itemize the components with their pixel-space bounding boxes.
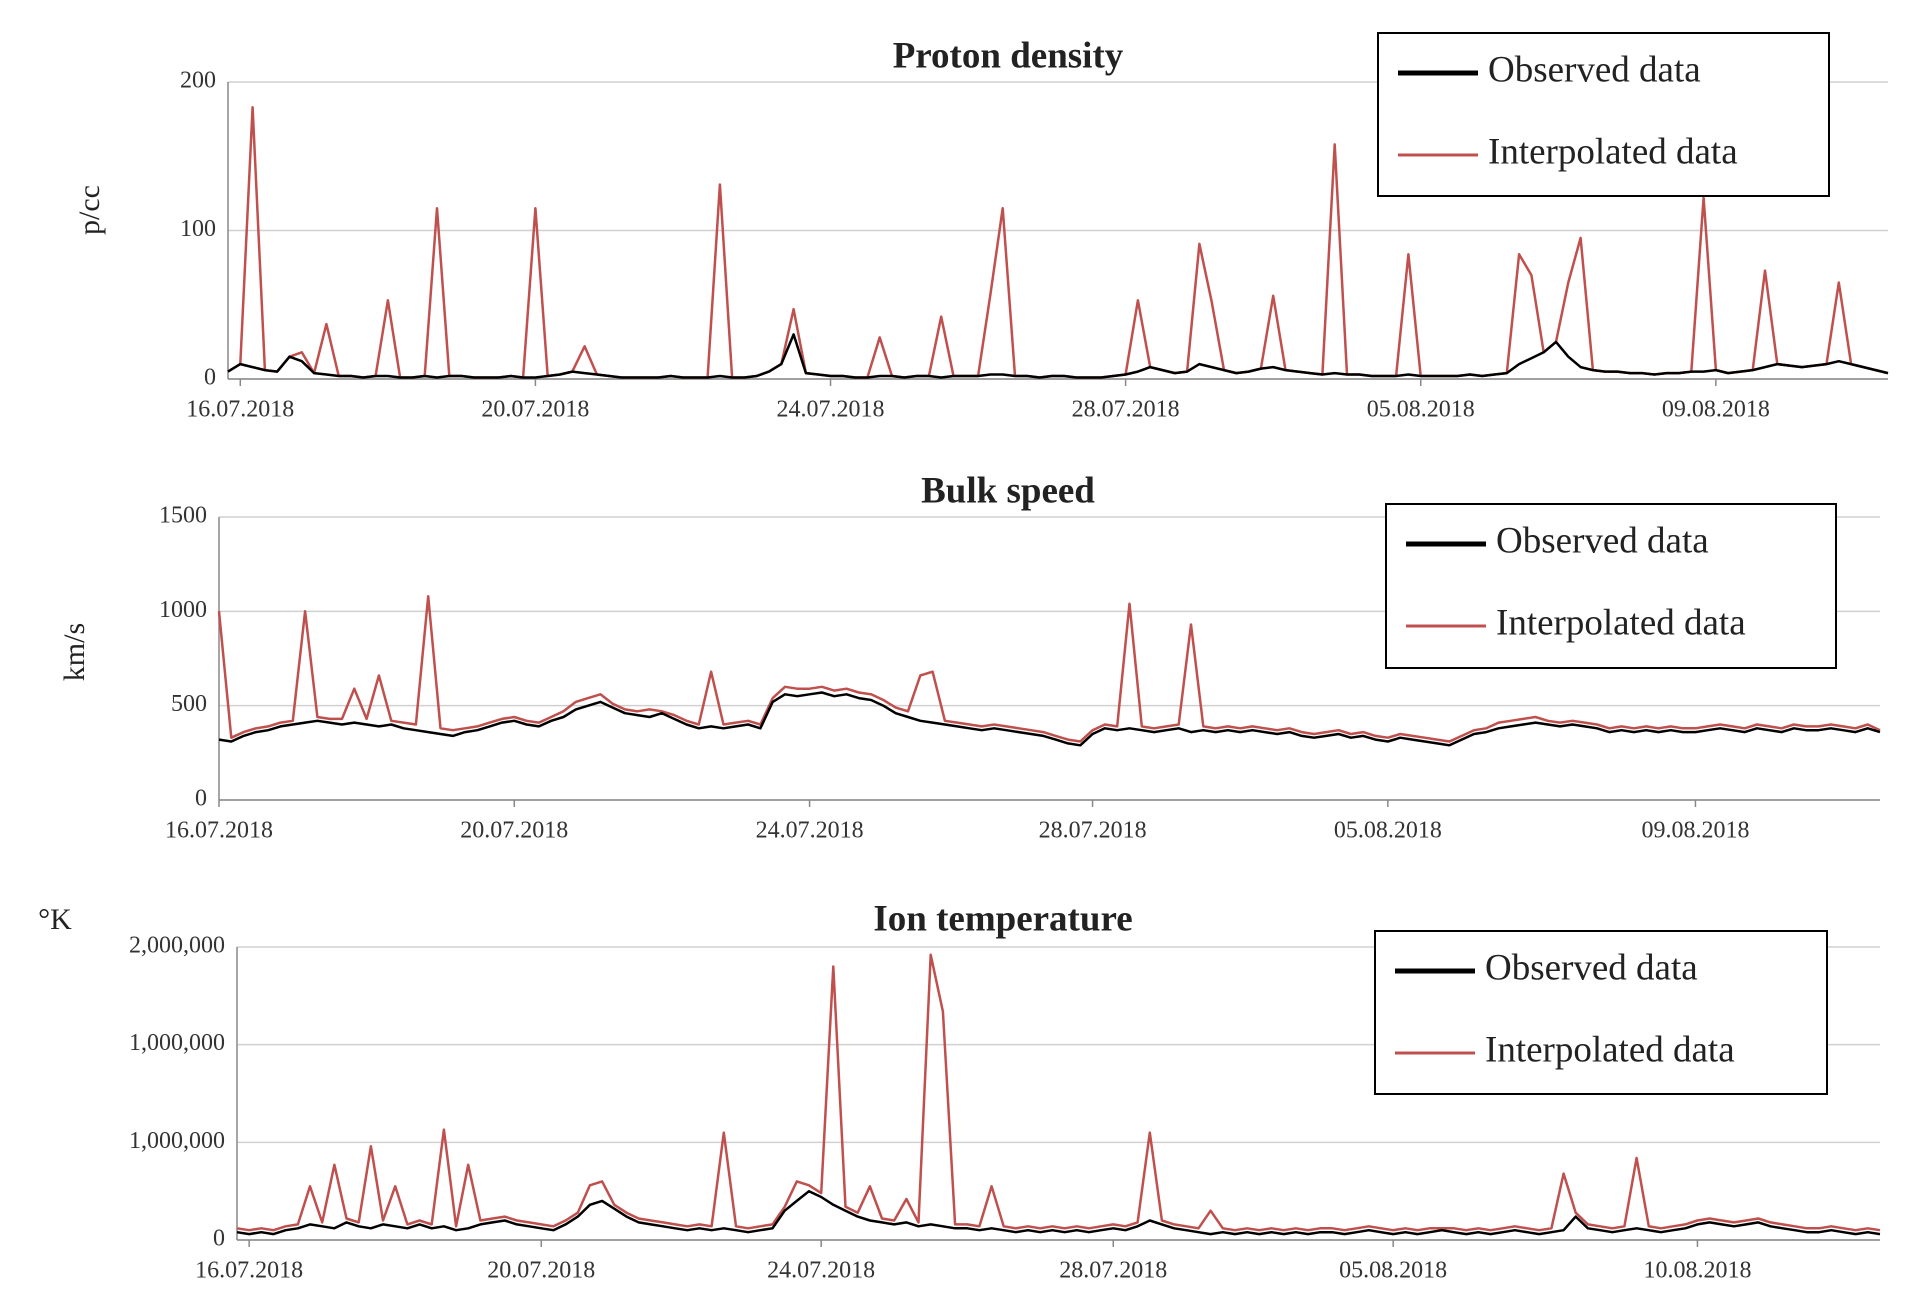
- y-tick-label: 1500: [159, 503, 207, 529]
- x-tick-label: 20.07.2018: [481, 397, 589, 423]
- y-tick-label: 1,000,000: [129, 1128, 225, 1154]
- x-tick-label: 16.07.2018: [195, 1258, 303, 1284]
- x-tick-label: 09.08.2018: [1641, 818, 1749, 844]
- data-line: [236, 953, 1881, 1232]
- x-tick-label: 09.08.2018: [1662, 397, 1770, 423]
- x-tick-label: 24.07.2018: [777, 397, 885, 423]
- legend-label: Interpolated data: [1488, 131, 1738, 172]
- y-tick-label: 0: [204, 365, 216, 391]
- data-line: [227, 333, 1889, 379]
- y-tick-label: 1,000,000: [129, 1030, 225, 1056]
- x-tick-label: 20.07.2018: [487, 1258, 595, 1284]
- x-tick-label: 28.07.2018: [1039, 818, 1147, 844]
- data-line: [236, 1189, 1881, 1236]
- x-tick-label: 28.07.2018: [1059, 1258, 1167, 1284]
- y-axis-label: km/s: [58, 623, 91, 681]
- chart-title: Bulk speed: [921, 470, 1095, 511]
- legend-label: Interpolated data: [1496, 602, 1746, 643]
- data-line: [217, 594, 1881, 743]
- x-tick-label: 05.08.2018: [1367, 397, 1475, 423]
- x-tick-label: 16.07.2018: [186, 397, 294, 423]
- x-tick-label: 20.07.2018: [460, 818, 568, 844]
- legend-label: Interpolated data: [1485, 1029, 1735, 1070]
- x-tick-label: 24.07.2018: [756, 818, 864, 844]
- x-tick-label: 10.08.2018: [1643, 1258, 1751, 1284]
- chart-title: Ion temperature: [873, 898, 1132, 939]
- legend-box: [1385, 503, 1837, 669]
- x-tick-label: 05.08.2018: [1334, 818, 1442, 844]
- chart-title: Proton density: [893, 35, 1124, 76]
- y-tick-label: 0: [213, 1226, 225, 1252]
- x-tick-label: 16.07.2018: [165, 818, 273, 844]
- legend-box: [1374, 930, 1828, 1095]
- y-tick-label: 100: [180, 216, 216, 242]
- y-tick-label: 2,000,000: [129, 933, 225, 959]
- y-tick-label: 500: [171, 691, 207, 717]
- data-line: [218, 691, 1881, 747]
- legend-box: [1377, 32, 1830, 197]
- legend-label: Observed data: [1488, 49, 1701, 90]
- legend-label: Observed data: [1485, 947, 1698, 988]
- y-tick-label: 200: [180, 68, 216, 94]
- x-tick-label: 24.07.2018: [767, 1258, 875, 1284]
- y-tick-label: 0: [195, 786, 207, 812]
- legend-label: Observed data: [1496, 520, 1709, 561]
- x-tick-label: 05.08.2018: [1339, 1258, 1447, 1284]
- y-tick-label: 1000: [159, 597, 207, 623]
- x-tick-label: 28.07.2018: [1072, 397, 1180, 423]
- y-axis-label: °K: [38, 903, 72, 936]
- y-axis-label: p/cc: [73, 185, 106, 235]
